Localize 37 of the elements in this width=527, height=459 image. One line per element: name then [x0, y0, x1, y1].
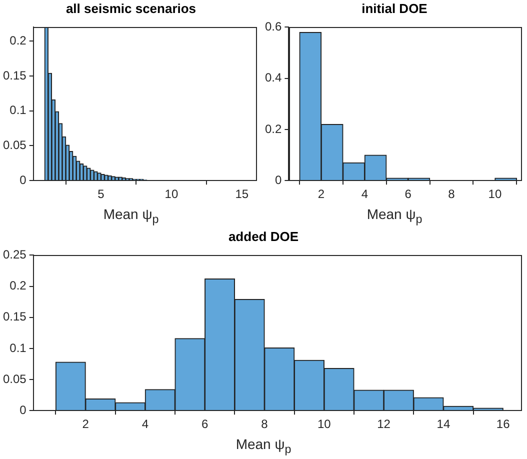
y-tick-label: 0.15 — [2, 310, 27, 324]
y-tick-label: 0.05 — [2, 138, 27, 152]
y-tick-label: 0.15 — [2, 68, 27, 82]
x-tick-label: 6 — [404, 187, 412, 202]
y-tick-label: 0.2 — [10, 33, 27, 48]
x-axis-title: Mean ψ$_{p}$ — [366, 205, 424, 227]
chart-title: all seismic scenarios — [64, 0, 198, 17]
y-tick-label: 0.4 — [264, 70, 282, 85]
y-tick-label: 0 — [20, 402, 27, 417]
x-tick-label: 2 — [318, 187, 325, 202]
x-tick-label: 8 — [448, 187, 456, 202]
x-tick-label: 10 — [317, 417, 332, 432]
x-axis-title: Mean ψ$_{p}$ — [102, 205, 160, 227]
x-tick-label: 4 — [361, 187, 368, 202]
y-tick-label: 0.2 — [264, 122, 282, 136]
x-axis-title: Mean ψ$_{p}$ — [234, 435, 292, 457]
chart-title: initial DOE — [360, 0, 428, 17]
x-tick-label: 10 — [164, 187, 178, 202]
y-tick-label: 0.6 — [264, 20, 282, 34]
x-tick-label: 14 — [436, 417, 450, 432]
x-tick-label: 12 — [377, 417, 391, 432]
x-tick-label: 4 — [142, 417, 149, 432]
x-tick-label: 10 — [488, 187, 502, 202]
y-tick-label: 0.1 — [10, 340, 27, 355]
y-tick-label: 0.1 — [10, 103, 27, 118]
x-tick-label: 15 — [235, 187, 249, 202]
y-tick-label: 0 — [274, 172, 282, 187]
x-tick-label: 2 — [82, 417, 90, 432]
x-tick-label: 6 — [202, 417, 209, 432]
x-tick-label: 8 — [261, 417, 268, 432]
y-tick-label: 0 — [20, 172, 27, 187]
chart-title: added DOE — [227, 228, 300, 245]
y-tick-label: 0.25 — [2, 248, 27, 262]
y-tick-label: 0.2 — [10, 278, 27, 293]
y-tick-label: 0.05 — [2, 372, 27, 386]
x-tick-label: 16 — [496, 417, 510, 432]
x-tick-label: 5 — [98, 187, 105, 202]
